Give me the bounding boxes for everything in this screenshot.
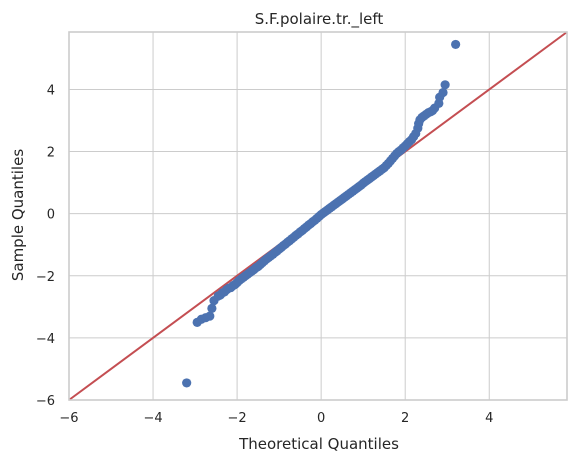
x-tick-label: −4 — [143, 411, 162, 426]
plot-area-border — [68, 31, 568, 401]
x-tick-label: 0 — [317, 411, 325, 426]
axes-frame — [68, 31, 568, 401]
tick-labels: −6 −4 −2 0 2 4 −6 −4 −2 0 2 4 — [36, 83, 494, 426]
data-point — [205, 311, 215, 321]
y-tick-label: −4 — [36, 332, 55, 347]
x-tick-label: −2 — [228, 411, 247, 426]
y-tick-label: 2 — [47, 146, 55, 161]
x-axis-label: Theoretical Quantiles — [238, 435, 399, 453]
data-point — [440, 80, 450, 90]
y-tick-label: −6 — [36, 394, 55, 409]
y-tick-label: 4 — [47, 83, 55, 98]
chart-title: S.F.polaire.tr._left — [255, 10, 384, 29]
y-tick-label: −2 — [36, 270, 55, 285]
data-points — [182, 39, 461, 388]
data-point — [182, 378, 192, 388]
data-point — [207, 303, 217, 313]
data-point — [438, 87, 448, 98]
x-tick-label: 4 — [485, 411, 493, 426]
data-point — [451, 39, 461, 50]
y-axis-label: Sample Quantiles — [9, 149, 27, 281]
y-tick-label: 0 — [47, 208, 55, 223]
x-tick-label: 2 — [401, 411, 409, 426]
x-tick-label: −6 — [59, 411, 78, 426]
